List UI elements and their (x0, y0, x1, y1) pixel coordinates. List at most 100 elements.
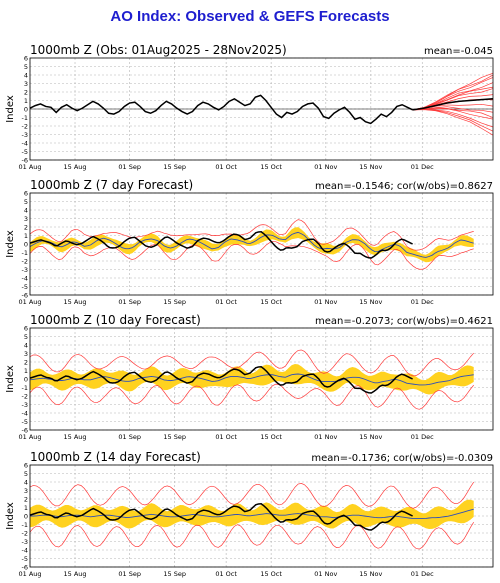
panel-stat: mean=-0.1736; cor(w/obs)=-0.0309 (311, 453, 493, 464)
observed-line (29, 365, 413, 394)
x-tick-label: 01 Nov (314, 163, 337, 171)
y-tick-label: -3 (22, 401, 28, 409)
x-tick-label: 01 Nov (314, 570, 337, 578)
x-tick-label: 01 Sep (118, 163, 141, 171)
y-tick-label: 1 (24, 232, 28, 240)
x-tick-label: 01 Sep (118, 433, 141, 441)
plot-frame (29, 464, 494, 568)
y-tick-label: -2 (22, 529, 28, 537)
panel-stat: mean=-0.1546; cor(w/obs)=0.8627 (315, 181, 493, 192)
x-tick-label: 15 Oct (260, 298, 282, 306)
y-tick-label: -6 (22, 291, 28, 299)
panel-title: 1000mb Z (Obs: 01Aug2025 - 28Nov2025) (30, 43, 287, 57)
y-tick-label: 4 (24, 341, 28, 349)
y-tick-label: 1 (24, 504, 28, 512)
figure-title: AO Index: Observed & GEFS Forecasts (110, 8, 390, 25)
plot-frame (29, 57, 494, 161)
y-tick-label: -5 (22, 283, 28, 291)
y-axis-label: Index (5, 230, 16, 258)
x-tick-label: 01 Sep (118, 298, 141, 306)
y-tick-label: 5 (24, 63, 28, 71)
x-tick-label: 01 Dec (411, 433, 434, 441)
observed-line (29, 230, 413, 259)
plot-frame (29, 327, 494, 431)
observed-line (29, 94, 413, 125)
forecast-mean-line (29, 231, 474, 258)
y-tick-label: 5 (24, 198, 28, 206)
y-tick-label: 1 (24, 97, 28, 105)
x-tick-label: 15 Aug (63, 570, 86, 578)
y-tick-label: -1 (22, 384, 28, 392)
y-tick-label: 0 (24, 105, 28, 113)
forecast-mean-line (29, 373, 474, 386)
y-tick-label: 0 (24, 512, 28, 520)
x-tick-label: 15 Nov (359, 163, 382, 171)
y-tick-label: 2 (24, 88, 28, 96)
y-tick-label: 4 (24, 478, 28, 486)
ensemble-member-line (412, 86, 494, 111)
y-tick-label: 5 (24, 333, 28, 341)
y-axis-label: Index (5, 365, 16, 393)
x-tick-label: 01 Oct (215, 570, 237, 578)
y-tick-label: -5 (22, 418, 28, 426)
ensemble-max-line (29, 349, 474, 377)
y-tick-label: -4 (22, 139, 28, 147)
x-tick-label: 15 Aug (63, 298, 86, 306)
x-tick-label: 15 Aug (63, 163, 86, 171)
ensemble-max-line (29, 481, 475, 509)
ensemble-member-line (412, 108, 494, 120)
x-tick-label: 01 Sep (118, 570, 141, 578)
x-tick-label: 01 Dec (411, 298, 434, 306)
ensemble-member-line (412, 74, 494, 111)
x-tick-label: 15 Sep (163, 570, 186, 578)
y-tick-label: 3 (24, 215, 28, 223)
x-tick-label: 01 Aug (18, 163, 41, 171)
y-tick-label: -2 (22, 122, 28, 130)
y-tick-label: -5 (22, 555, 28, 563)
x-tick-label: 01 Aug (18, 433, 41, 441)
panel-title: 1000mb Z (7 day Forecast) (30, 178, 193, 192)
y-tick-label: 6 (24, 324, 28, 332)
plot-frame (29, 192, 494, 296)
x-tick-label: 15 Aug (63, 433, 86, 441)
x-tick-label: 15 Nov (359, 298, 382, 306)
y-tick-label: -3 (22, 131, 28, 139)
y-tick-label: -4 (22, 546, 28, 554)
y-tick-label: -4 (22, 274, 28, 282)
panel-title: 1000mb Z (14 day Forecast) (30, 450, 201, 464)
panel-stat: mean=-0.2073; cor(w/obs)=0.4621 (315, 316, 493, 327)
y-tick-label: -6 (22, 563, 28, 571)
y-axis-label: Index (5, 502, 16, 530)
y-tick-label: 2 (24, 223, 28, 231)
y-tick-label: 0 (24, 240, 28, 248)
x-tick-label: 01 Oct (215, 163, 237, 171)
forecast-spread-band (30, 499, 474, 529)
x-tick-label: 15 Nov (359, 433, 382, 441)
ensemble-member-line (412, 107, 494, 118)
y-tick-label: -2 (22, 257, 28, 265)
y-tick-label: 1 (24, 367, 28, 375)
y-tick-label: 6 (24, 54, 28, 62)
y-tick-label: -1 (22, 521, 28, 529)
x-tick-label: 01 Oct (215, 433, 237, 441)
y-tick-label: -3 (22, 266, 28, 274)
ensemble-member-line (412, 109, 494, 132)
y-tick-label: 2 (24, 358, 28, 366)
forecast-spread-band (30, 227, 474, 263)
x-tick-label: 01 Aug (18, 570, 41, 578)
x-tick-label: 15 Oct (260, 433, 282, 441)
x-tick-label: 01 Dec (411, 163, 434, 171)
y-axis-label: Index (5, 95, 16, 123)
x-tick-label: 01 Oct (215, 298, 237, 306)
y-tick-label: 3 (24, 487, 28, 495)
y-tick-label: 6 (24, 461, 28, 469)
y-tick-label: 4 (24, 71, 28, 79)
y-tick-label: -1 (22, 249, 28, 257)
panel-1: 1000mb Z (Obs: 01Aug2025 - 28Nov2025) mea… (5, 43, 494, 171)
y-tick-label: 0 (24, 375, 28, 383)
y-tick-label: -1 (22, 114, 28, 122)
x-tick-label: 01 Nov (314, 433, 337, 441)
y-tick-label: 5 (24, 470, 28, 478)
panel-3: 1000mb Z (10 day Forecast) mean=-0.2073; … (5, 313, 494, 441)
